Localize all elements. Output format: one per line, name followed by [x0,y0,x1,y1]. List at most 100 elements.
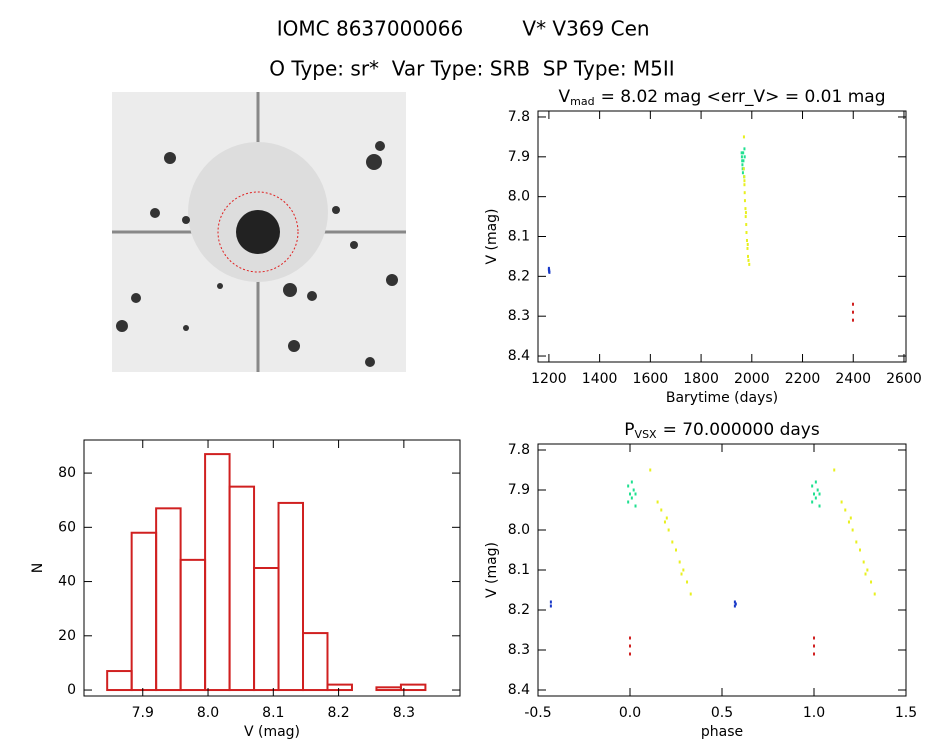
data-point [746,242,749,246]
data-point [667,528,670,532]
y-axis-label: V (mag) [484,208,500,264]
data-point [743,183,746,187]
x-tick-label: 2600 [886,371,922,387]
title-subscript: VSX [635,428,658,441]
y-tick-label: 7.8 [508,109,530,125]
y-axis-label: V (mag) [484,542,500,598]
data-point [847,520,850,524]
x-tick-label: 7.9 [132,705,154,721]
data-point [818,492,821,496]
data-point [840,500,843,504]
title-main: P [624,420,634,440]
x-tick-label: 8.3 [393,705,415,721]
data-point [743,147,746,151]
data-point [742,159,745,163]
data-point [746,246,749,250]
data-point [678,560,681,564]
x-tick-label: 2200 [785,371,821,387]
data-point [742,151,745,155]
y-tick-label: 8.4 [508,682,530,698]
data-point [733,604,736,608]
title-subscript: mad [570,95,594,108]
data-point [689,592,692,596]
y-tick-label: 8.0 [508,522,530,538]
hist-bar [155,507,182,692]
data-point [746,254,749,258]
x-tick-label: 8.1 [262,705,284,721]
data-point [816,488,819,492]
x-tick-label: 2000 [734,371,770,387]
panel-title: PVSX = 70.000000 days [624,420,820,441]
data-point [813,652,815,656]
aperture [217,191,299,273]
x-tick-label: 1400 [582,371,618,387]
x-tick-label: -0.5 [524,705,551,721]
data-point [744,207,747,211]
y-axis-label: N [30,563,46,573]
data-point [813,492,815,496]
subtitle: O Type: sr* Var Type: SRB SP Type: M5II [269,57,674,81]
hist-bar [106,670,133,692]
x-tick-label: 1.0 [803,705,825,721]
data-point [649,468,652,472]
data-point [741,163,744,167]
data-point [663,520,666,524]
data-point [740,151,743,155]
y-tick-label: 7.9 [508,482,530,498]
y-tick-label: 80 [58,465,76,481]
x-axis-label: V (mag) [244,724,300,740]
hist-bar [399,683,427,692]
star-id: IOMC 8637000066 [277,17,463,41]
y-tick-label: 7.9 [508,149,530,165]
x-tick-label: 0.5 [711,705,733,721]
data-point [741,171,744,175]
x-tick-label: 8.2 [327,705,349,721]
data-point [627,500,630,504]
data-point [630,480,633,484]
data-point [734,602,737,606]
data-point [873,592,876,596]
data-point [862,560,865,564]
y-tick-label: 40 [58,574,76,590]
y-tick-label: 8.1 [508,562,530,578]
data-point [833,468,836,472]
data-point [851,318,854,322]
hist-bar [228,485,256,692]
hist-bar [277,501,305,692]
data-point [744,215,747,219]
data-point [818,504,821,508]
data-point [813,644,815,648]
y-tick-label: 0 [67,682,76,698]
data-point [870,580,873,584]
title-main: V [558,87,570,107]
y-tick-label: 8.1 [508,229,530,245]
data-point [745,223,748,227]
field-stars [116,141,398,367]
data-point [744,211,747,215]
y-tick-label: 7.8 [508,442,530,458]
data-point [866,568,869,572]
data-point [851,302,854,306]
data-point [660,508,663,512]
data-point [743,191,746,195]
x-axis-label: phase [701,724,743,740]
hist-bar [375,686,402,692]
data-point [742,135,745,139]
x-tick-label: 1600 [633,371,669,387]
data-point [675,548,677,552]
data-point [682,568,685,572]
data-point [745,231,748,235]
data-point [747,258,750,262]
x-tick-label: 1.5 [895,705,917,721]
data-point [549,600,552,604]
y-tick-label: 8.4 [508,348,530,364]
data-point [671,540,674,544]
data-point [547,268,550,272]
data-point [813,636,815,640]
data-point [686,580,689,584]
plot-frame [83,439,461,697]
hist-bar [130,531,158,692]
title-rest: = 8.02 mag <err_V> = 0.01 mag [601,87,886,107]
data-point [629,652,631,656]
